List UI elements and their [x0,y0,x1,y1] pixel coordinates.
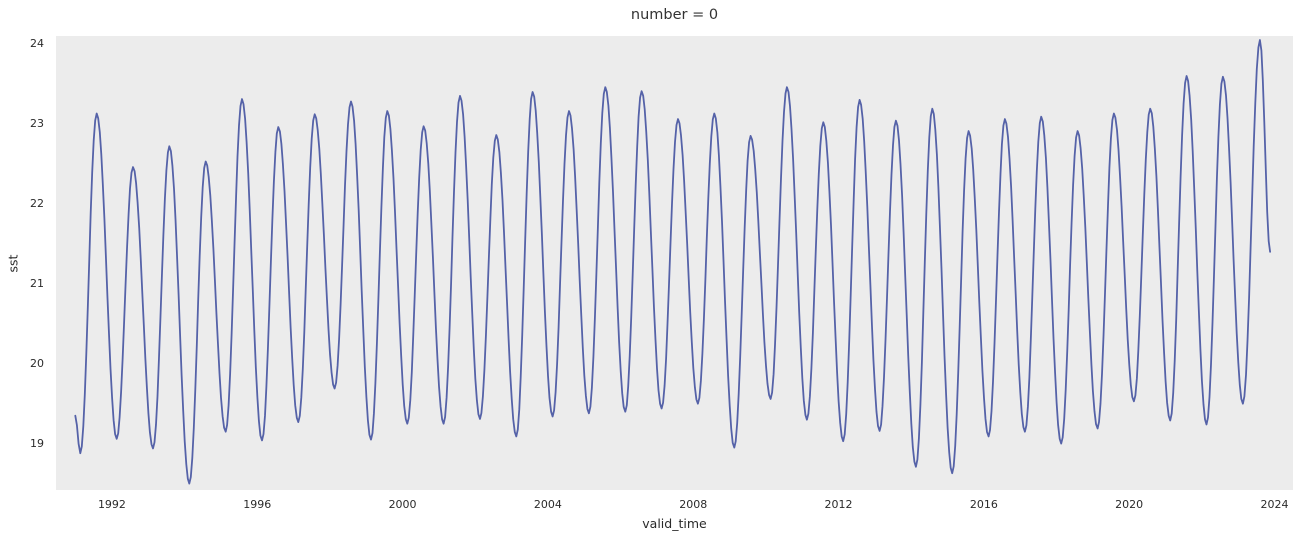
sst-line [74,39,1271,485]
plot-area [56,36,1293,490]
y-axis-label: sst [5,254,21,273]
x-tick-label: 2016 [969,498,998,511]
x-axis-label: valid_time [642,516,707,531]
y-tick-label: 24 [30,36,44,50]
x-tick-label: 2012 [824,498,853,511]
x-tick-label: 2024 [1260,498,1289,511]
y-tick-label: 20 [30,356,44,370]
sst-line-chart [56,36,1293,490]
x-tick-label: 2020 [1115,498,1144,511]
chart-title: number = 0 [630,7,719,23]
y-tick-label: 21 [30,276,44,290]
x-tick-label: 2000 [388,498,417,511]
x-tick-label: 2004 [533,498,562,511]
x-tick-label: 1992 [97,498,126,511]
y-tick-label: 19 [30,436,44,450]
x-tick-label: 1996 [243,498,272,511]
y-tick-label: 22 [30,196,44,210]
y-tick-label: 23 [30,116,44,130]
x-tick-label: 2008 [679,498,708,511]
